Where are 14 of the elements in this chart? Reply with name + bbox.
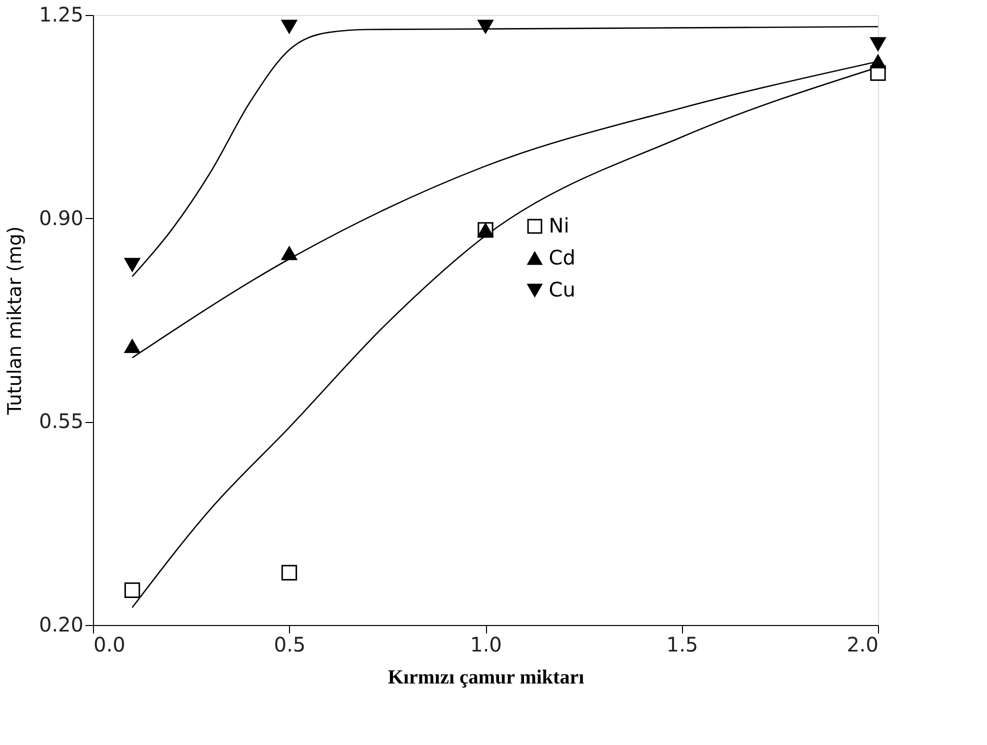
x-tick-label: 0.5 [274, 632, 306, 656]
y-tick-label: 1.25 [38, 2, 84, 26]
y-axis-title: Tutulan miktar (mg) [4, 226, 26, 416]
y-tick-label: 0.55 [38, 409, 84, 434]
x-tick-label: 2.0 [846, 632, 878, 656]
y-tick-label: 0.20 [38, 612, 84, 636]
x-tick-label: 1.0 [470, 632, 502, 656]
x-tick-label: 0.0 [94, 632, 126, 656]
x-tick-label: 1.5 [666, 632, 698, 656]
legend-label: Cd [548, 245, 576, 270]
legend-label: Ni [548, 213, 570, 238]
legend-label: Cu [548, 277, 576, 302]
y-tick-label: 0.90 [38, 206, 84, 230]
x-axis-title: Kırmızı çamur miktarı [388, 666, 585, 688]
